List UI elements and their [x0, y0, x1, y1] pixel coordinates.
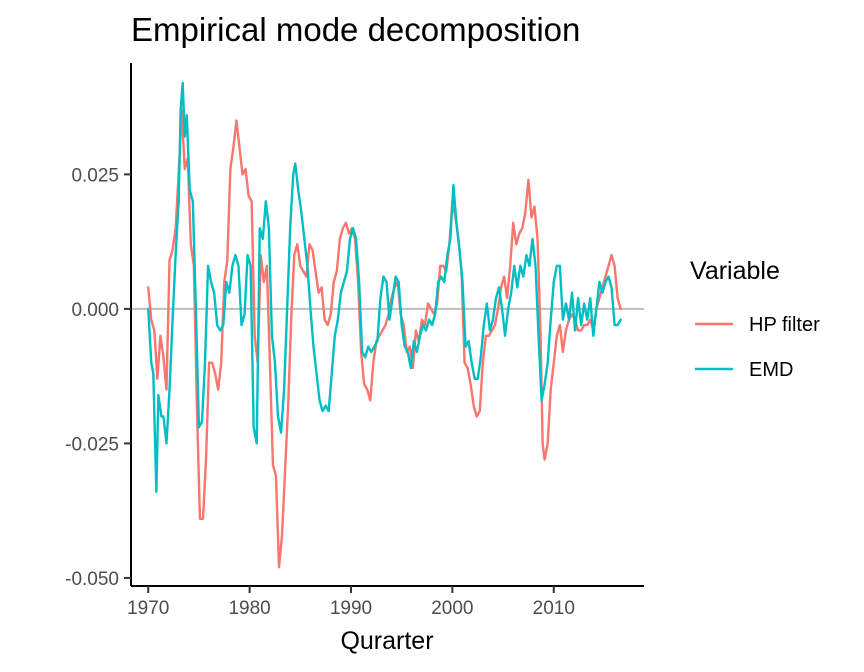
series-line-emd [147, 81, 622, 494]
x-tick-label: 1970 [127, 598, 169, 619]
x-tick-label: 2000 [431, 598, 473, 619]
legend-title: Variable [690, 257, 780, 285]
series-line-hp-filter [147, 108, 622, 569]
x-axis-ticks: 1970 1980 1990 2000 2010 [127, 586, 575, 619]
x-tick-label: 2010 [533, 598, 575, 619]
chart-title: Empirical mode decomposition [131, 11, 580, 48]
y-tick-label: 0.000 [71, 300, 119, 321]
legend-label-emd: EMD [749, 359, 793, 381]
y-tick-label: 0.025 [71, 165, 119, 186]
x-tick-label: 1990 [330, 598, 372, 619]
y-tick-label: -0.050 [65, 569, 119, 590]
x-axis-title: Qurarter [340, 627, 433, 655]
y-axis-ticks: -0.050 -0.025 0.000 0.025 [65, 165, 131, 590]
y-tick-label: -0.025 [65, 434, 119, 455]
legend-label-hp-filter: HP filter [749, 314, 820, 336]
x-tick-label: 1980 [228, 598, 270, 619]
plot-area [131, 81, 644, 569]
legend: Variable HP filter EMD [690, 257, 820, 381]
